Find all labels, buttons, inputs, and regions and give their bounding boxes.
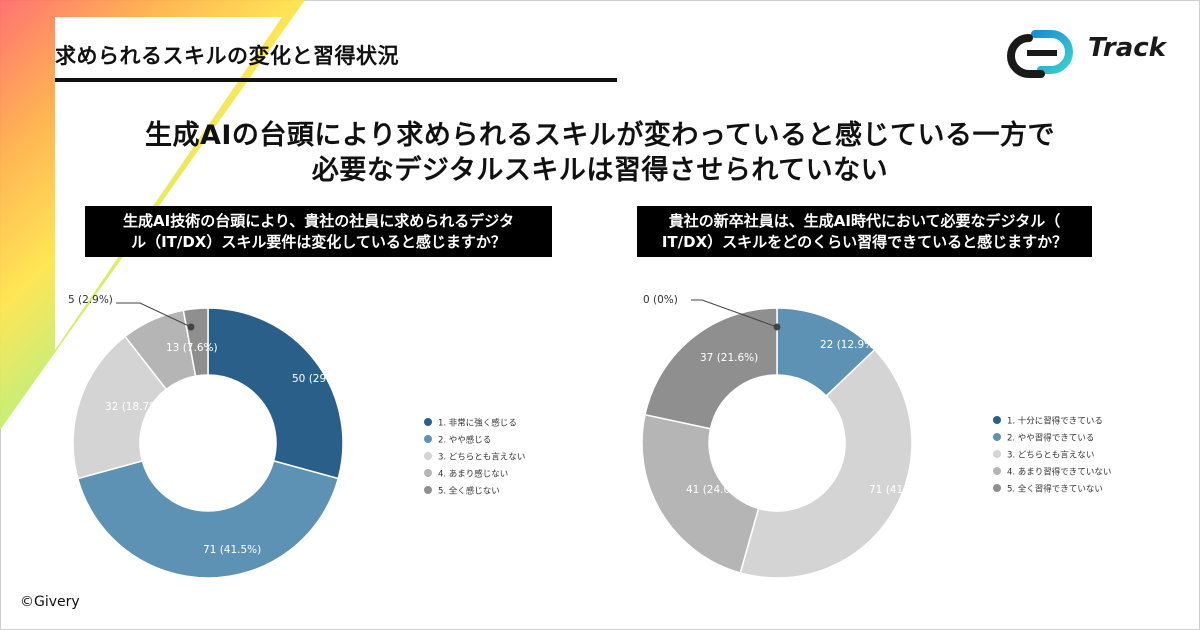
headline-line-1: 生成AIの台頭により求められるスキルが変わっていると感じている一方で — [144, 120, 1056, 151]
logo-text: Track — [1088, 33, 1166, 63]
chart1-legend-label-1: 1. 非常に強く感じる — [438, 418, 517, 429]
right-question-line-2: IT/DX）スキルをどのくらい習得できていると感じますか？ — [661, 233, 1068, 251]
section-title: 求められるスキルの変化と習得状況 — [55, 44, 399, 68]
left-question-line-1: 生成AI技術の台頭により、貴社の社員に求められるデジタ — [123, 212, 514, 230]
chart1-label-2: 71 (41.5%) — [203, 544, 261, 556]
chart1-callout-dot — [187, 323, 195, 331]
chart1-slice-3 — [72, 335, 168, 480]
chart1-legend-swatch-4 — [424, 469, 432, 477]
chart1-slice-2 — [76, 459, 340, 579]
chart1-legend-swatch-2 — [424, 435, 432, 443]
left-question-line-2: ル（IT/DX）スキル要件は変化していると感じますか？ — [131, 233, 506, 251]
chart1-callout-line — [116, 302, 192, 328]
chart2-label-5: 37 (21.6%) — [700, 352, 758, 364]
chart1-legend-label-2: 2. やや感じる — [438, 435, 491, 446]
chart2-legend-swatch-2 — [993, 433, 1001, 441]
chart2-label-4: 41 (24.0%) — [686, 484, 744, 496]
chart2-label-2: 22 (12.9%) — [820, 339, 878, 351]
track-logo-icon — [1007, 30, 1073, 78]
chart2-legend-label-5: 5. 全く習得できていない — [1007, 484, 1103, 495]
chart2-legend-label-3: 3. どちらとも言えない — [1007, 450, 1094, 461]
copyright-text: ©Givery — [20, 594, 80, 610]
chart1-legend-swatch-1 — [424, 418, 432, 426]
chart1-legend-swatch-5 — [424, 486, 432, 494]
section-title-underline — [55, 78, 617, 82]
chart2-callout-line — [691, 299, 778, 328]
chart1-slice-1 — [207, 307, 344, 480]
chart2-slice-4 — [641, 413, 760, 574]
chart2-legend-label-2: 2. やや習得できている — [1007, 433, 1094, 444]
chart1-legend-label-4: 4. あまり感じない — [438, 469, 508, 480]
chart2-callout-dot — [773, 323, 781, 331]
chart2-legend-swatch-1 — [993, 416, 1001, 424]
chart2-label-3: 71 (41.5%) — [869, 484, 927, 496]
chart2-label-1: 0 (0%) — [643, 294, 678, 306]
headline-line-2: 必要なデジタルスキルは習得させられていない — [311, 155, 889, 186]
right-question-box: 貴社の新卒社員は、生成AI時代において必要なデジタル（ IT/DX）スキルをどの… — [637, 206, 1092, 257]
chart2-slice-5 — [644, 307, 778, 430]
chart1-label-4: 13 (7.6%) — [166, 342, 218, 354]
chart1-label-5: 5 (2.9%) — [68, 294, 113, 306]
left-question-box: 生成AI技術の台頭により、貴社の社員に求められるデジタ ル（IT/DX）スキル要… — [85, 206, 552, 257]
chart2-legend-swatch-3 — [993, 450, 1001, 458]
chart1-legend-swatch-3 — [424, 452, 432, 460]
right-question-line-1: 貴社の新卒社員は、生成AI時代において必要なデジタル（ — [668, 212, 1061, 230]
chart2-legend-label-4: 4. あまり習得できていない — [1007, 467, 1111, 478]
chart2-legend-swatch-4 — [993, 467, 1001, 475]
chart2-legend-label-1: 1. 十分に習得できている — [1007, 416, 1103, 427]
chart1-label-1: 50 (29.2%) — [292, 373, 350, 385]
chart1-legend-label-3: 3. どちらとも言えない — [438, 452, 525, 463]
chart1-legend-label-5: 5. 全く感じない — [438, 486, 500, 497]
chart2-slice-3 — [739, 348, 913, 579]
chart2-legend-swatch-5 — [993, 484, 1001, 492]
chart1-label-3: 32 (18.7%) — [105, 401, 163, 413]
